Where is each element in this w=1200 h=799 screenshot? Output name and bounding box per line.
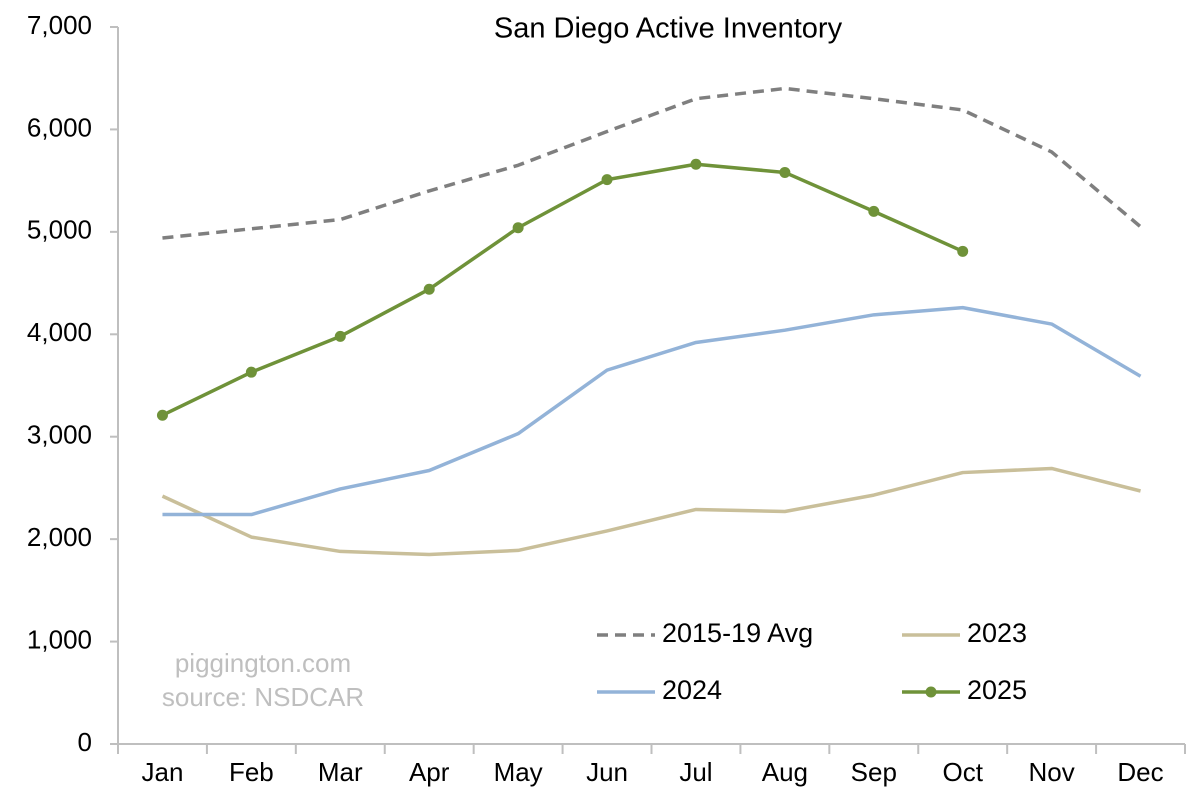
series-line (162, 305, 1142, 517)
x-tick-label: Aug (762, 757, 808, 787)
legend-label: 2015-19 Avg (662, 618, 813, 648)
legend-label: 2025 (967, 675, 1027, 705)
y-tick-label: 4,000 (27, 317, 92, 347)
watermark: piggington.com (175, 648, 351, 678)
x-tick-label: Mar (318, 757, 363, 787)
series-line (161, 466, 1141, 557)
series-marker (512, 222, 524, 234)
x-tick-label: Dec (1117, 757, 1163, 787)
series-marker (245, 366, 257, 378)
series-marker (601, 174, 613, 186)
x-tick-label: Jun (586, 757, 628, 787)
y-tick-label: 6,000 (27, 112, 92, 142)
legend-label: 2023 (967, 618, 1027, 648)
x-tick-label: May (494, 757, 543, 787)
source-note: source: NSDCAR (162, 682, 364, 712)
series-line (162, 86, 1142, 240)
series-marker (779, 166, 791, 178)
y-tick-label: 5,000 (27, 215, 92, 245)
series-marker (334, 330, 346, 342)
series-marker (957, 245, 969, 257)
y-tick-label: 0 (78, 727, 92, 757)
x-tick-label: Nov (1029, 757, 1075, 787)
legend-label: 2024 (662, 675, 722, 705)
y-tick-label: 3,000 (27, 420, 92, 450)
series-marker (868, 205, 880, 217)
series-marker (423, 283, 435, 295)
series-line (161, 162, 964, 417)
x-tick-label: Oct (942, 757, 983, 787)
x-tick-label: Jul (679, 757, 712, 787)
chart-title: San Diego Active Inventory (494, 13, 843, 45)
y-tick-label: 1,000 (27, 624, 92, 654)
x-tick-label: Apr (409, 757, 450, 787)
series-marker (690, 158, 702, 170)
x-tick-label: Jan (141, 757, 183, 787)
y-tick-label: 2,000 (27, 522, 92, 552)
legend-marker (925, 686, 937, 698)
x-tick-label: Sep (851, 757, 897, 787)
y-tick-label: 7,000 (27, 10, 92, 40)
series-marker (156, 409, 168, 421)
x-tick-label: Feb (229, 757, 274, 787)
